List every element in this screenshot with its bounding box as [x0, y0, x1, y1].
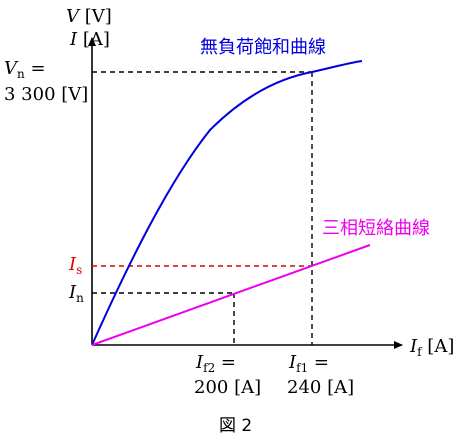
if1-label: If1 = [288, 352, 329, 375]
short-circuit-curve-label: 三相短絡曲線 [322, 218, 430, 239]
three-phase-short-circuit-curve [91, 244, 371, 346]
is-label: Is [68, 254, 82, 277]
y-axis-voltage-label: V [V] [66, 6, 112, 27]
if2-value: 200 [A] [194, 377, 261, 398]
no-load-saturation-curve [91, 60, 363, 346]
figure-caption: 図 2 [219, 416, 252, 436]
x-axis-label: If [A] [409, 336, 454, 359]
vn-value: 3 300 [V] [4, 84, 88, 105]
if1-value: 240 [A] [287, 377, 354, 398]
y-axis-current-label: I [A] [69, 29, 110, 50]
if2-label: If2 = [195, 352, 236, 375]
in-label: In [68, 282, 84, 305]
no-load-curve-label: 無負荷飽和曲線 [200, 37, 326, 58]
vn-label: Vn = [4, 58, 46, 81]
